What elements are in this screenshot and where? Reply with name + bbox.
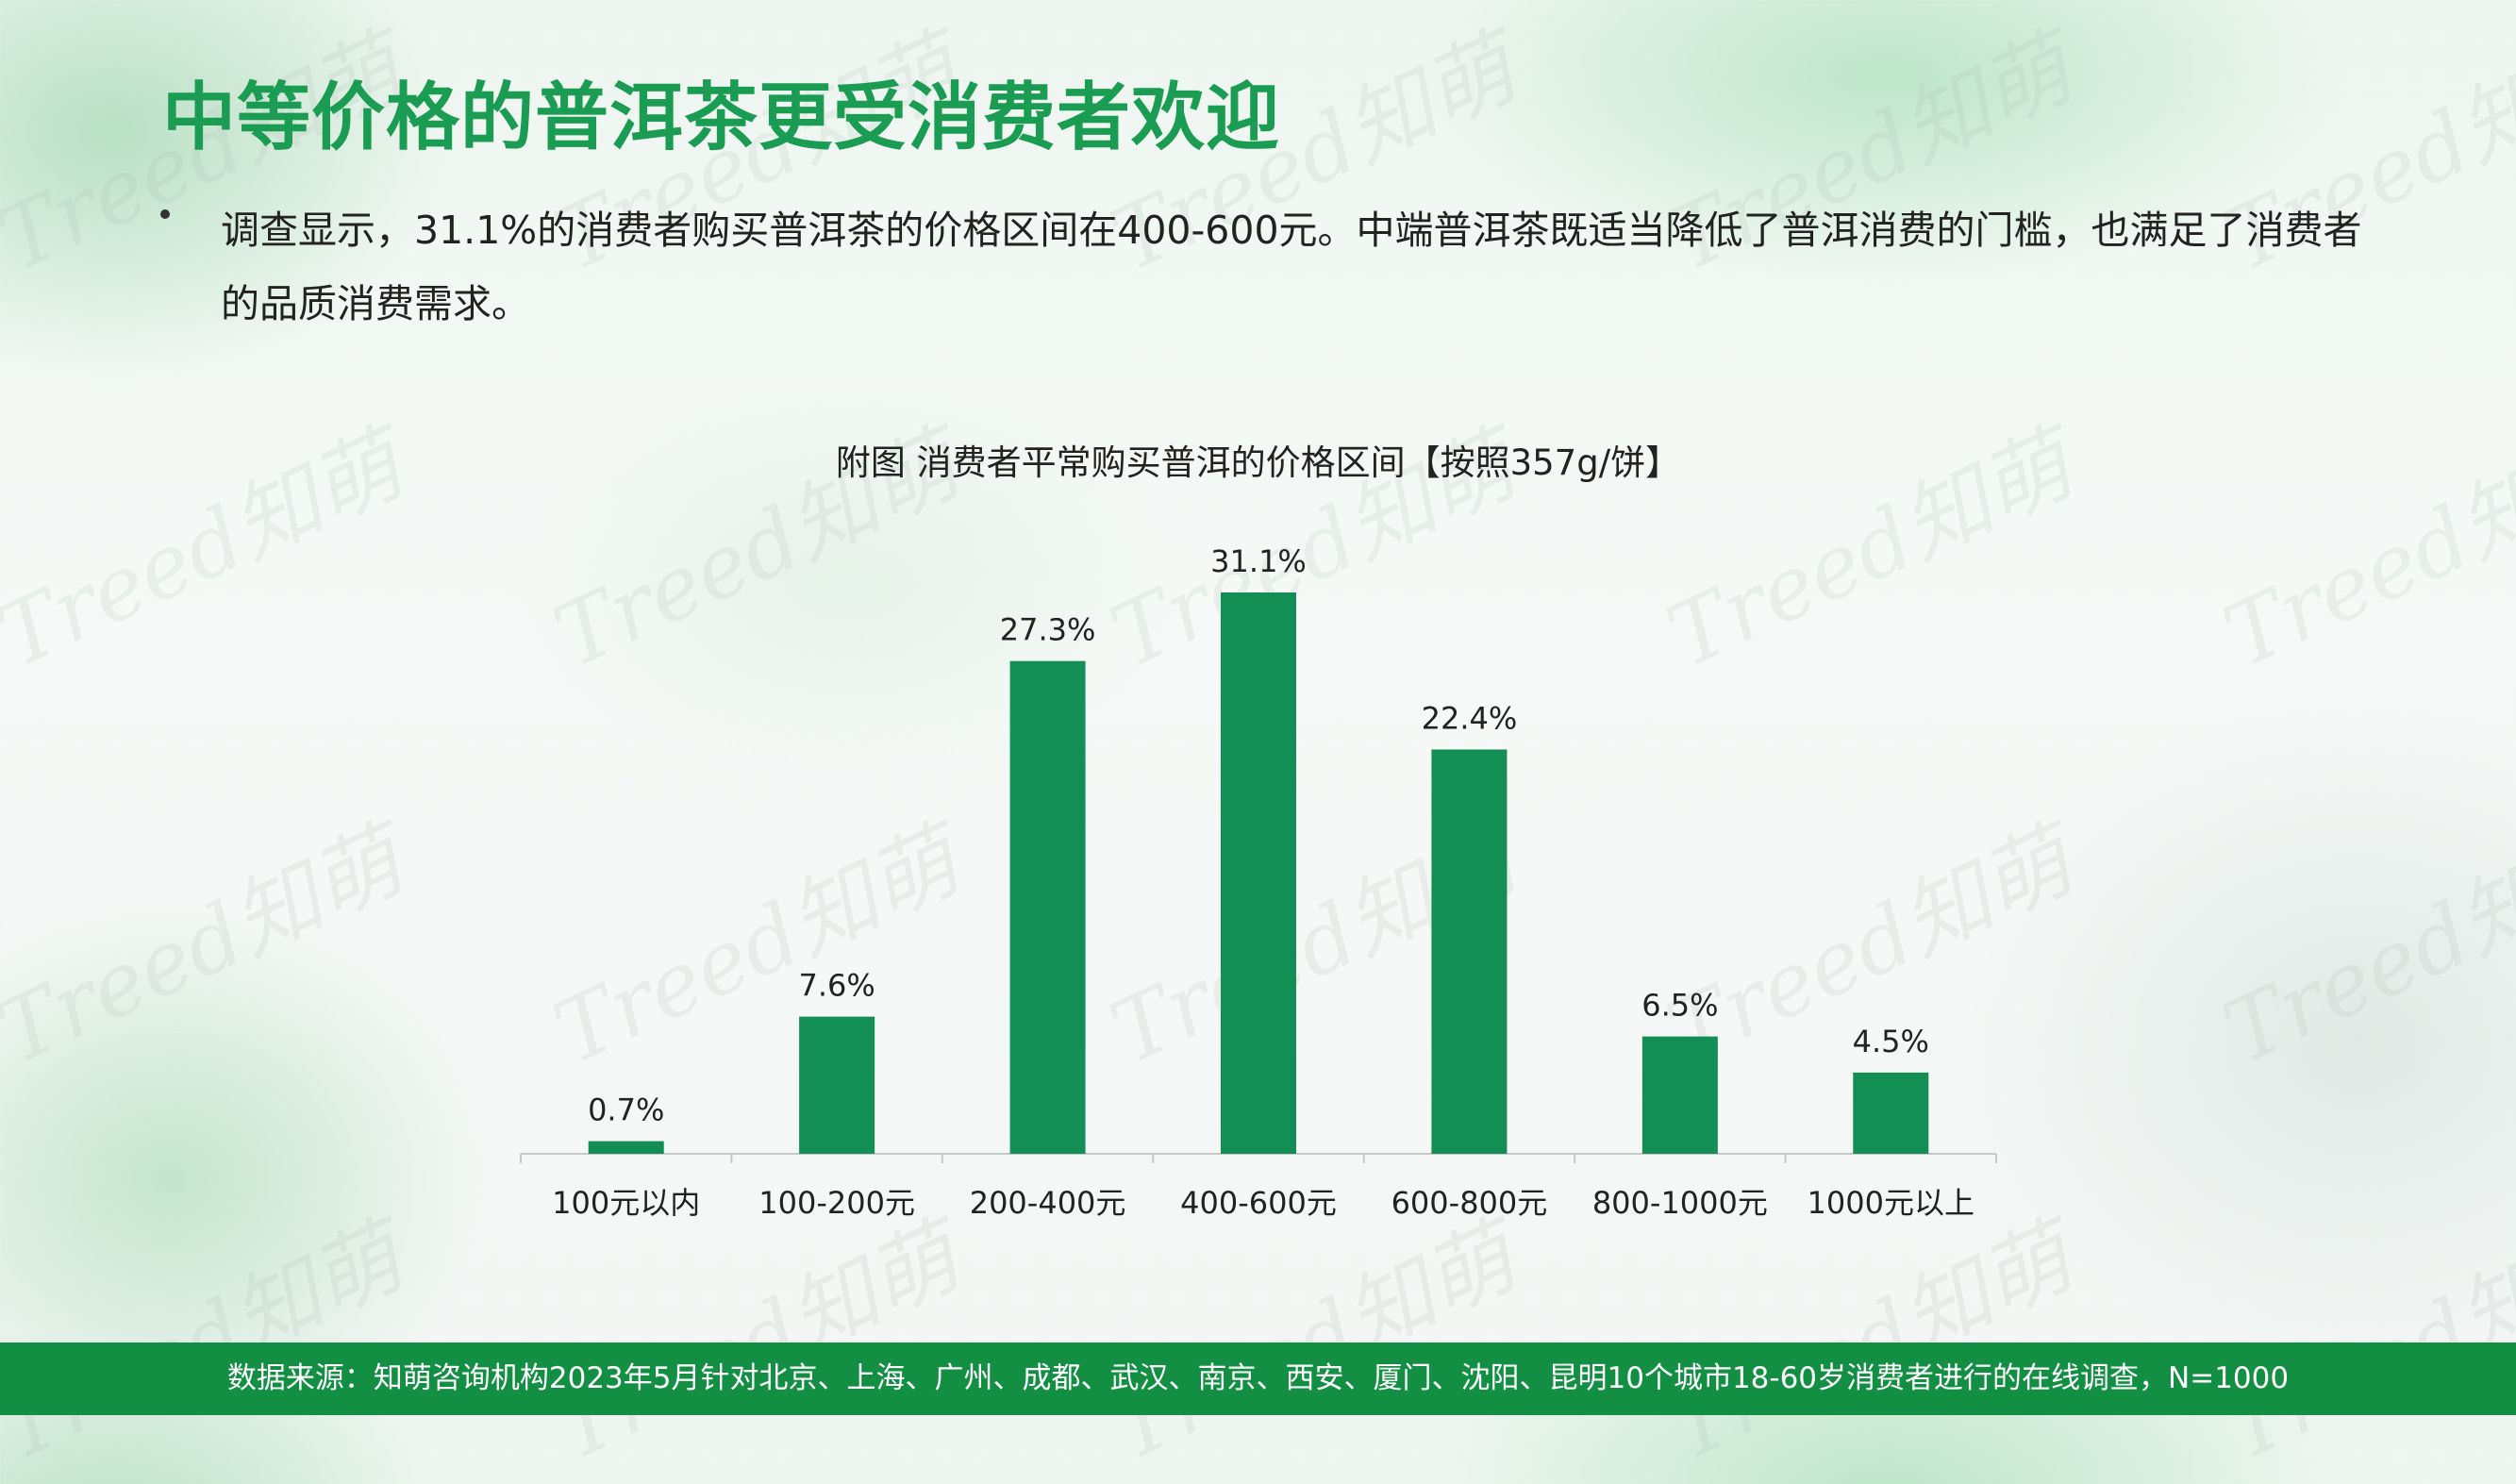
- x-tick-label: 800-1000元: [1592, 1185, 1768, 1221]
- x-tick-label: 100-200元: [758, 1185, 915, 1221]
- data-label: 4.5%: [1853, 1024, 1929, 1059]
- source-footer: 数据来源：知萌咨询机构2023年5月针对北京、上海、广州、成都、武汉、南京、西安…: [0, 1342, 2516, 1415]
- data-label: 27.3%: [1000, 612, 1096, 648]
- data-label: 31.1%: [1210, 543, 1307, 579]
- x-tick-label: 1000元以上: [1808, 1185, 1974, 1221]
- source-note: 数据来源：知萌咨询机构2023年5月针对北京、上海、广州、成都、武汉、南京、西安…: [226, 1361, 2290, 1395]
- bar: [588, 1141, 664, 1154]
- x-tick-label: 100元以内: [552, 1185, 700, 1221]
- bar: [1853, 1072, 1929, 1154]
- bar: [1009, 660, 1086, 1154]
- data-label: 7.6%: [798, 968, 875, 1004]
- bar: [799, 1016, 875, 1154]
- summary-text: 调查显示，31.1%的消费者购买普洱茶的价格区间在400-600元。中端普洱茶既…: [221, 208, 2362, 326]
- bar: [1641, 1036, 1718, 1154]
- data-label: 6.5%: [1641, 988, 1718, 1024]
- bar-chart: 0.7% 100元以内 7.6% 100-200元 27.3% 200-400元 31.1%…: [520, 543, 1997, 1221]
- data-label: 22.4%: [1422, 700, 1518, 736]
- data-label: 0.7%: [588, 1092, 664, 1128]
- x-tick-label: 600-800元: [1391, 1185, 1548, 1221]
- bar: [1221, 592, 1296, 1154]
- x-tick-label: 400-600元: [1180, 1185, 1337, 1221]
- chart-title: 附图 消费者平常购买普洱的价格区间【按照357g/饼】: [835, 442, 1681, 483]
- bullet-icon: [160, 209, 170, 219]
- bar: [1431, 749, 1508, 1154]
- page-title: 中等价格的普洱茶更受消费者欢迎: [162, 75, 1281, 160]
- x-tick-label: 200-400元: [970, 1185, 1126, 1221]
